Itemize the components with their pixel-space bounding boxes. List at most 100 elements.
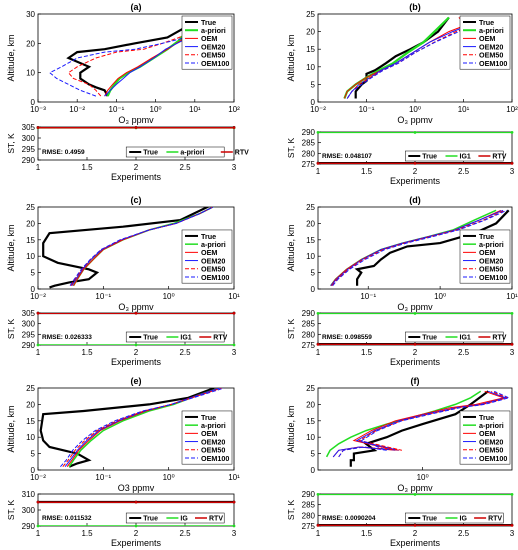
- surface-marker: [510, 342, 514, 346]
- profile-e-legend-label: OEM20: [201, 437, 225, 446]
- surface-e-xtick-label: 3: [232, 529, 237, 538]
- surface-marker: [36, 126, 40, 130]
- surface-marker: [36, 524, 40, 528]
- panel-f: (f)10⁰0510152025Truea-prioriOEMOEM20OEM5…: [286, 376, 515, 548]
- surface-marker: [36, 343, 40, 347]
- surface-e-ytick-label: 310: [22, 490, 36, 499]
- profile-d-xtick-label: 10¹: [506, 292, 518, 301]
- profile-e-ytick-label: 10: [26, 433, 35, 442]
- profile-e-legend-box: [181, 410, 233, 465]
- surface-c-xtick-label: 1: [36, 348, 41, 357]
- surface-d-legend-label: RTV: [492, 335, 506, 342]
- rmse-text: RMSE: 0.011532: [42, 515, 92, 522]
- surface-f-xtick-label: 2.5: [458, 529, 470, 538]
- rmse-text: RMSE: 0.4959: [42, 149, 85, 156]
- profile-ylabel: Altitude, km: [6, 405, 16, 452]
- profile-d-ytick-label: 5: [311, 269, 316, 278]
- profile-f-legend-label: OEM100: [479, 454, 507, 463]
- profile-e-frame: [37, 387, 235, 471]
- surface-e-legend-label: RTV: [209, 516, 223, 523]
- panel-label: (c): [131, 195, 142, 205]
- surface-a-ytick-label: 290: [22, 156, 36, 165]
- rmse-text: RMSE: 0.0090204: [322, 515, 376, 522]
- profile-c-xtick-label: 10¹: [228, 292, 240, 301]
- surface-b-xtick-label: 1: [316, 167, 321, 176]
- profile-c-xtick-label: 10⁻²: [30, 292, 46, 301]
- profile-e-ytick-label: 25: [26, 384, 35, 393]
- profile-c-xtick-label: 10⁻¹: [95, 292, 111, 301]
- profile-c-legend-label: OEM100: [201, 273, 229, 282]
- surface-b-xtick-label: 2: [413, 167, 418, 176]
- surface-marker: [413, 342, 417, 346]
- surface-marker: [232, 126, 236, 130]
- profile-xlabel: O₃ ppmv: [118, 302, 154, 312]
- surface-f-ytick-label: 290: [302, 490, 316, 499]
- surface-c-ytick-label: 305: [22, 309, 36, 318]
- profile-d-legend-label: True: [479, 232, 494, 241]
- profile-b-ytick-label: 0: [311, 98, 316, 107]
- panel-label: (a): [131, 2, 142, 12]
- profile-a-xtick-label: 10⁰: [150, 105, 162, 114]
- profile-f-legend-label: OEM50: [479, 446, 503, 455]
- profile-c-series-oem100: [69, 207, 215, 286]
- profile-b-ytick-label: 15: [306, 45, 315, 54]
- surface-f-xtick-label: 3: [510, 529, 515, 538]
- profile-b-ytick-label: 10: [306, 63, 315, 72]
- surface-marker: [413, 161, 417, 165]
- surface-b-legend-label: IG1: [460, 154, 471, 161]
- surface-e-xtick-label: 1: [36, 529, 41, 538]
- surface-e-xtick-label: 2: [134, 529, 139, 538]
- profile-a-ytick-label: 20: [26, 39, 35, 48]
- surface-marker: [316, 312, 320, 315]
- profile-b-xtick-label: 10²: [506, 105, 518, 114]
- surface-f-legend-label: True: [422, 516, 437, 523]
- profile-b-ytick-label: 5: [311, 80, 316, 89]
- surface-c-ytick-label: 300: [22, 320, 36, 329]
- surface-d-legend-label: IG1: [460, 335, 471, 342]
- surface-xlabel: Experiments: [111, 357, 162, 367]
- surface-e-ytick-label: 300: [22, 506, 36, 515]
- surface-c-legend-label: IG1: [180, 335, 191, 342]
- profile-b-legend-label: OEM: [479, 34, 495, 43]
- profile-a-ytick-label: 30: [26, 10, 35, 19]
- profile-e-ytick-label: 5: [31, 450, 36, 459]
- profile-a-ytick-label: 10: [26, 69, 35, 78]
- profile-c-ytick-label: 10: [26, 252, 35, 261]
- profile-a-series-oem100: [48, 28, 202, 97]
- profile-b-xtick-label: 10⁻¹: [359, 105, 375, 114]
- profile-b-ytick-label: 20: [306, 28, 315, 37]
- profile-d-legend-label: OEM20: [479, 256, 503, 265]
- profile-e-series-oem100: [60, 388, 225, 468]
- panel-label: (b): [409, 2, 421, 12]
- surface-a-legend-label: True: [143, 150, 158, 157]
- surface-marker: [510, 312, 514, 315]
- profile-e-ytick-label: 0: [31, 466, 36, 475]
- surface-c-xtick-label: 2.5: [179, 348, 191, 357]
- profile-a-legend-label: True: [201, 18, 216, 27]
- profile-b-legend-label: OEM20: [479, 42, 503, 51]
- surface-a-legend-label: a-priori: [180, 150, 204, 157]
- surface-marker: [232, 500, 236, 504]
- surface-ylabel: ST, K: [286, 500, 296, 521]
- surface-d-xtick-label: 2.5: [458, 348, 470, 357]
- panel-e: (e)10⁻² 10⁻¹ 10⁰ 10¹0510152025Truea-prioriO…: [6, 376, 240, 548]
- profile-b-legend-box: [459, 15, 511, 70]
- surface-b-xtick-label: 1.5: [361, 167, 373, 176]
- profile-f-ytick-label: 0: [311, 466, 316, 475]
- profile-f-ytick-label: 10: [306, 433, 315, 442]
- surface-d-xtick-label: 3: [510, 348, 515, 357]
- surface-marker: [413, 493, 417, 496]
- profile-c-legend-label: True: [201, 232, 216, 241]
- surface-marker: [134, 500, 138, 504]
- surface-marker: [134, 126, 138, 130]
- profile-ylabel: Altitude, km: [6, 224, 16, 271]
- surface-marker: [36, 311, 40, 315]
- profile-c-ytick-label: 25: [26, 203, 35, 212]
- profile-a-xtick-label: 10²: [228, 105, 240, 114]
- surface-a-xtick-label: 2.5: [179, 163, 191, 172]
- surface-d-xtick-label: 1: [316, 348, 321, 357]
- profile-b-legend-label: True: [479, 18, 494, 27]
- surface-f-legend-label: RTV: [488, 516, 502, 523]
- rmse-text: RMSE: 0.098559: [322, 334, 372, 341]
- profile-b-legend-label: OEM50: [479, 51, 503, 60]
